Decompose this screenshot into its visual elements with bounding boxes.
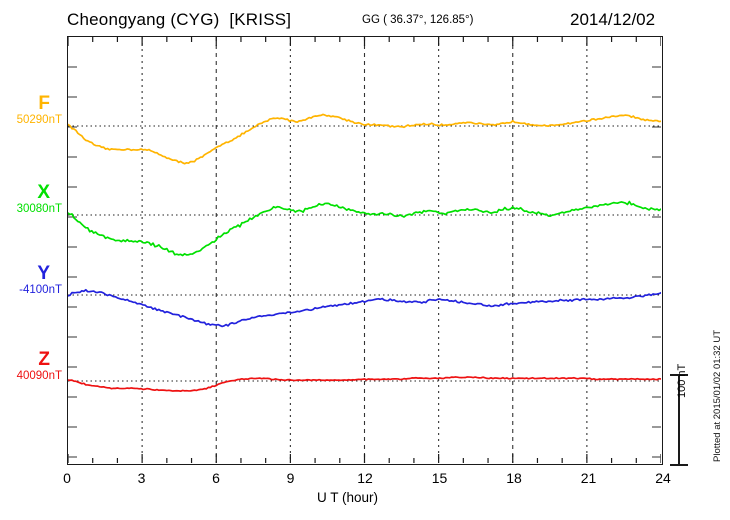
x-axis-label: U T (hour) — [0, 490, 730, 505]
x-tick-label-0: 0 — [63, 470, 71, 486]
component-symbol-X: X — [37, 182, 50, 204]
x-tick-label-12: 12 — [357, 470, 373, 486]
scale-bar — [670, 374, 688, 466]
component-label-Z: Z 40090nT — [0, 350, 64, 383]
component-label-Y: Y -4100nT — [0, 264, 64, 297]
x-tick-label-24: 24 — [655, 470, 671, 486]
component-baseline-F: 50290nT — [16, 113, 62, 126]
x-tick-label-21: 21 — [580, 470, 597, 486]
x-tick-label-18: 18 — [506, 470, 522, 486]
magnetogram-svg — [68, 37, 661, 463]
x-tick-label-15: 15 — [431, 470, 448, 486]
component-baseline-Y: -4100nT — [19, 283, 62, 296]
plotted-timestamp: Plotted at 2015/01/02 01:32 UT — [712, 329, 723, 462]
magnetogram-plot-area — [67, 36, 663, 465]
x-axis-label-text: U T (hour) — [316, 490, 379, 505]
scale-bar-label: 100 nT — [676, 363, 688, 398]
component-baseline-Z: 40090nT — [16, 370, 62, 383]
trace-X — [68, 200, 661, 257]
geographic-coordinates: GG ( 36.37°, 126.85°) — [362, 14, 474, 26]
component-baseline-X: 30080nT — [16, 203, 62, 216]
scale-bar-line — [678, 374, 680, 466]
scale-bar-top-cap — [670, 374, 688, 376]
x-tick-label-3: 3 — [137, 470, 146, 486]
page-title: Cheongyang (CYG) [KRISS] — [67, 10, 292, 29]
component-symbol-Y: Y — [37, 262, 50, 284]
x-tick-label-6: 6 — [212, 470, 220, 486]
x-tick-label-9: 9 — [286, 470, 295, 486]
component-label-F: F 50290nT — [0, 94, 64, 127]
component-label-X: X 30080nT — [0, 183, 64, 216]
trace-Y — [68, 288, 661, 328]
trace-F — [68, 113, 661, 165]
scale-bar-bottom-cap — [670, 464, 688, 466]
observation-date: 2014/12/02 — [570, 10, 656, 29]
trace-Z — [68, 376, 661, 392]
component-symbol-Z: Z — [38, 349, 50, 371]
component-symbol-F: F — [38, 92, 50, 114]
